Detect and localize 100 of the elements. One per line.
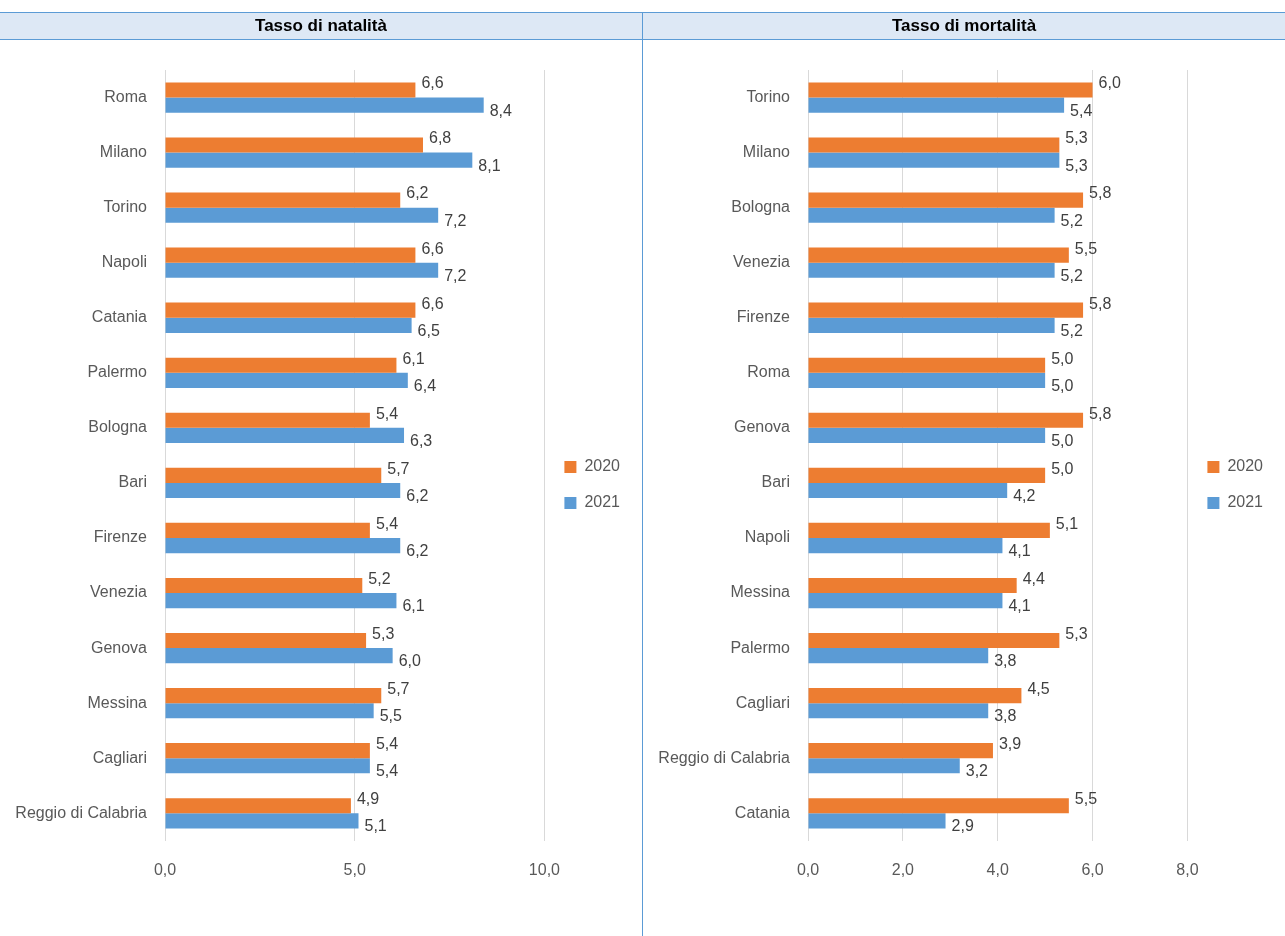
bar — [808, 703, 989, 719]
data-label: 5,4 — [375, 735, 399, 753]
legend-label: 2020 — [584, 457, 621, 475]
data-label: 5,1 — [364, 817, 387, 835]
chart-title: Tasso di mortalità — [643, 12, 1285, 40]
bar — [808, 207, 1055, 223]
y-tick-label: Cagliari — [92, 748, 147, 766]
data-label: 5,1 — [1055, 514, 1079, 532]
data-label: 6,1 — [402, 349, 425, 367]
data-label: 6,3 — [410, 431, 433, 449]
data-label: 2,9 — [951, 817, 974, 835]
data-label: 6,6 — [421, 74, 444, 92]
data-label: 5,7 — [387, 459, 410, 477]
data-label: 5,0 — [1051, 459, 1074, 477]
bar — [808, 357, 1046, 373]
data-label: 4,1 — [1008, 597, 1031, 615]
data-label: 5,3 — [1065, 156, 1088, 174]
bar — [808, 482, 1008, 499]
y-tick-label: Messina — [87, 693, 148, 711]
bar — [165, 427, 405, 444]
data-label: 5,8 — [1089, 294, 1112, 312]
data-label: 7,2 — [444, 211, 467, 229]
bar — [165, 192, 401, 208]
data-label: 4,1 — [1008, 541, 1031, 559]
data-label: 3,2 — [965, 762, 989, 780]
bar — [165, 372, 408, 388]
y-tick-label: Venezia — [90, 583, 148, 601]
data-label: 5,5 — [1074, 790, 1098, 808]
y-tick-label: Reggio di Calabria — [15, 803, 148, 821]
data-label: 6,1 — [402, 597, 425, 615]
data-label: 4,5 — [1027, 679, 1050, 697]
y-tick-label: Napoli — [101, 253, 147, 271]
data-label: 6,5 — [417, 321, 440, 339]
bar — [808, 467, 1046, 483]
y-tick-label: Genova — [90, 638, 148, 656]
y-tick-label: Bologna — [731, 198, 791, 216]
x-tick-label: 0,0 — [153, 860, 177, 878]
y-tick-label: Cagliari — [735, 693, 790, 711]
y-tick-label: Venezia — [733, 253, 791, 271]
x-tick-label: 4,0 — [986, 860, 1009, 878]
y-tick-label: Roma — [104, 87, 148, 105]
data-label: 5,5 — [1074, 239, 1098, 257]
data-label: 6,0 — [1098, 74, 1121, 92]
data-label: 5,2 — [1060, 266, 1083, 284]
data-label: 5,0 — [1051, 376, 1074, 394]
legend-label: 2021 — [584, 493, 621, 511]
bar — [165, 467, 382, 483]
bar — [165, 82, 416, 98]
data-label: 5,8 — [1089, 404, 1112, 422]
y-tick-label: Torino — [103, 198, 148, 216]
data-label: 8,4 — [489, 101, 513, 119]
bar — [808, 372, 1046, 388]
y-tick-label: Palermo — [87, 363, 148, 381]
data-label: 6,6 — [421, 294, 444, 312]
data-label: 5,0 — [1051, 349, 1074, 367]
x-tick-label: 8,0 — [1176, 860, 1199, 878]
y-tick-label: Roma — [747, 363, 791, 381]
x-tick-label: 10,0 — [528, 860, 561, 878]
bar — [165, 317, 412, 333]
data-label: 5,4 — [375, 514, 399, 532]
bar — [165, 207, 439, 223]
data-label: 5,2 — [1060, 321, 1083, 339]
bar — [165, 798, 351, 814]
data-label: 5,3 — [1065, 624, 1088, 642]
y-tick-label: Catania — [91, 308, 148, 326]
x-tick-label: 6,0 — [1081, 860, 1104, 878]
bar — [808, 813, 946, 829]
data-label: 3,9 — [998, 735, 1022, 753]
bar — [165, 522, 370, 538]
bar — [165, 97, 484, 113]
data-label: 6,2 — [406, 184, 429, 202]
y-tick-label: Genova — [733, 418, 791, 436]
bar — [808, 593, 1003, 609]
bar — [808, 632, 1060, 649]
bar — [808, 758, 960, 774]
y-tick-label: Milano — [742, 142, 791, 160]
bar — [165, 137, 423, 153]
bar — [165, 412, 370, 428]
bar — [808, 192, 1084, 208]
bar — [165, 593, 397, 609]
data-label: 5,2 — [368, 569, 391, 587]
y-tick-label: Bari — [118, 473, 147, 491]
bar — [808, 688, 1022, 704]
data-label: 5,4 — [375, 404, 399, 422]
y-tick-label: Messina — [730, 583, 791, 601]
data-label: 6,2 — [406, 541, 429, 559]
x-tick-label: 0,0 — [796, 860, 820, 878]
y-tick-label: Catania — [734, 803, 791, 821]
bar — [808, 537, 1003, 554]
x-tick-label: 2,0 — [891, 860, 915, 878]
y-tick-label: Reggio di Calabria — [658, 748, 791, 766]
bar — [165, 577, 363, 594]
bar — [808, 82, 1093, 98]
bar — [165, 703, 374, 719]
bar — [165, 648, 393, 664]
data-label: 3,8 — [994, 707, 1017, 725]
bar — [808, 262, 1055, 278]
y-tick-label: Bari — [761, 473, 790, 491]
y-tick-label: Torino — [746, 87, 791, 105]
bar — [165, 262, 439, 278]
